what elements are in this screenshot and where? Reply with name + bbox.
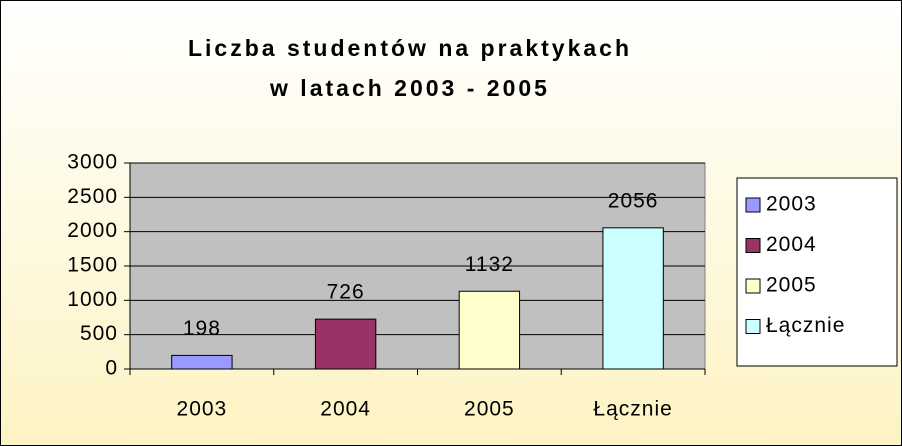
y-tick-label: 2500 — [67, 185, 118, 208]
legend-label: 2003 — [766, 193, 817, 216]
data-label: 726 — [327, 281, 365, 304]
legend-label: 2004 — [766, 233, 817, 256]
data-label: 1132 — [465, 253, 514, 276]
legend-label: 2005 — [766, 274, 817, 297]
bar — [171, 354, 233, 370]
y-tick-label: 0 — [105, 357, 118, 380]
data-label: 2056 — [608, 189, 659, 212]
legend-swatch — [745, 197, 761, 213]
y-tick-label: 1000 — [67, 288, 118, 311]
data-label: 198 — [183, 317, 221, 340]
legend-swatch — [745, 278, 761, 294]
bar — [458, 290, 521, 370]
y-tick-label: 500 — [80, 322, 118, 345]
legend-swatch — [745, 319, 761, 334]
chart-title: Liczba studentów na praktykach — [188, 35, 632, 61]
x-tick-label: 2005 — [464, 398, 515, 421]
bar — [602, 227, 664, 370]
chart-subtitle: w latach 2003 - 2005 — [269, 75, 550, 101]
y-tick-label: 1500 — [67, 254, 118, 277]
legend — [736, 177, 898, 367]
x-tick-label: Łącznie — [593, 398, 672, 421]
y-tick-label: 2000 — [67, 219, 118, 242]
x-tick-label: 2003 — [177, 398, 228, 421]
y-tick-label: 3000 — [67, 151, 118, 174]
bar — [314, 318, 377, 370]
legend-swatch — [745, 238, 761, 253]
legend-label: Łącznie — [766, 314, 845, 337]
x-tick-label: 2004 — [320, 398, 371, 421]
